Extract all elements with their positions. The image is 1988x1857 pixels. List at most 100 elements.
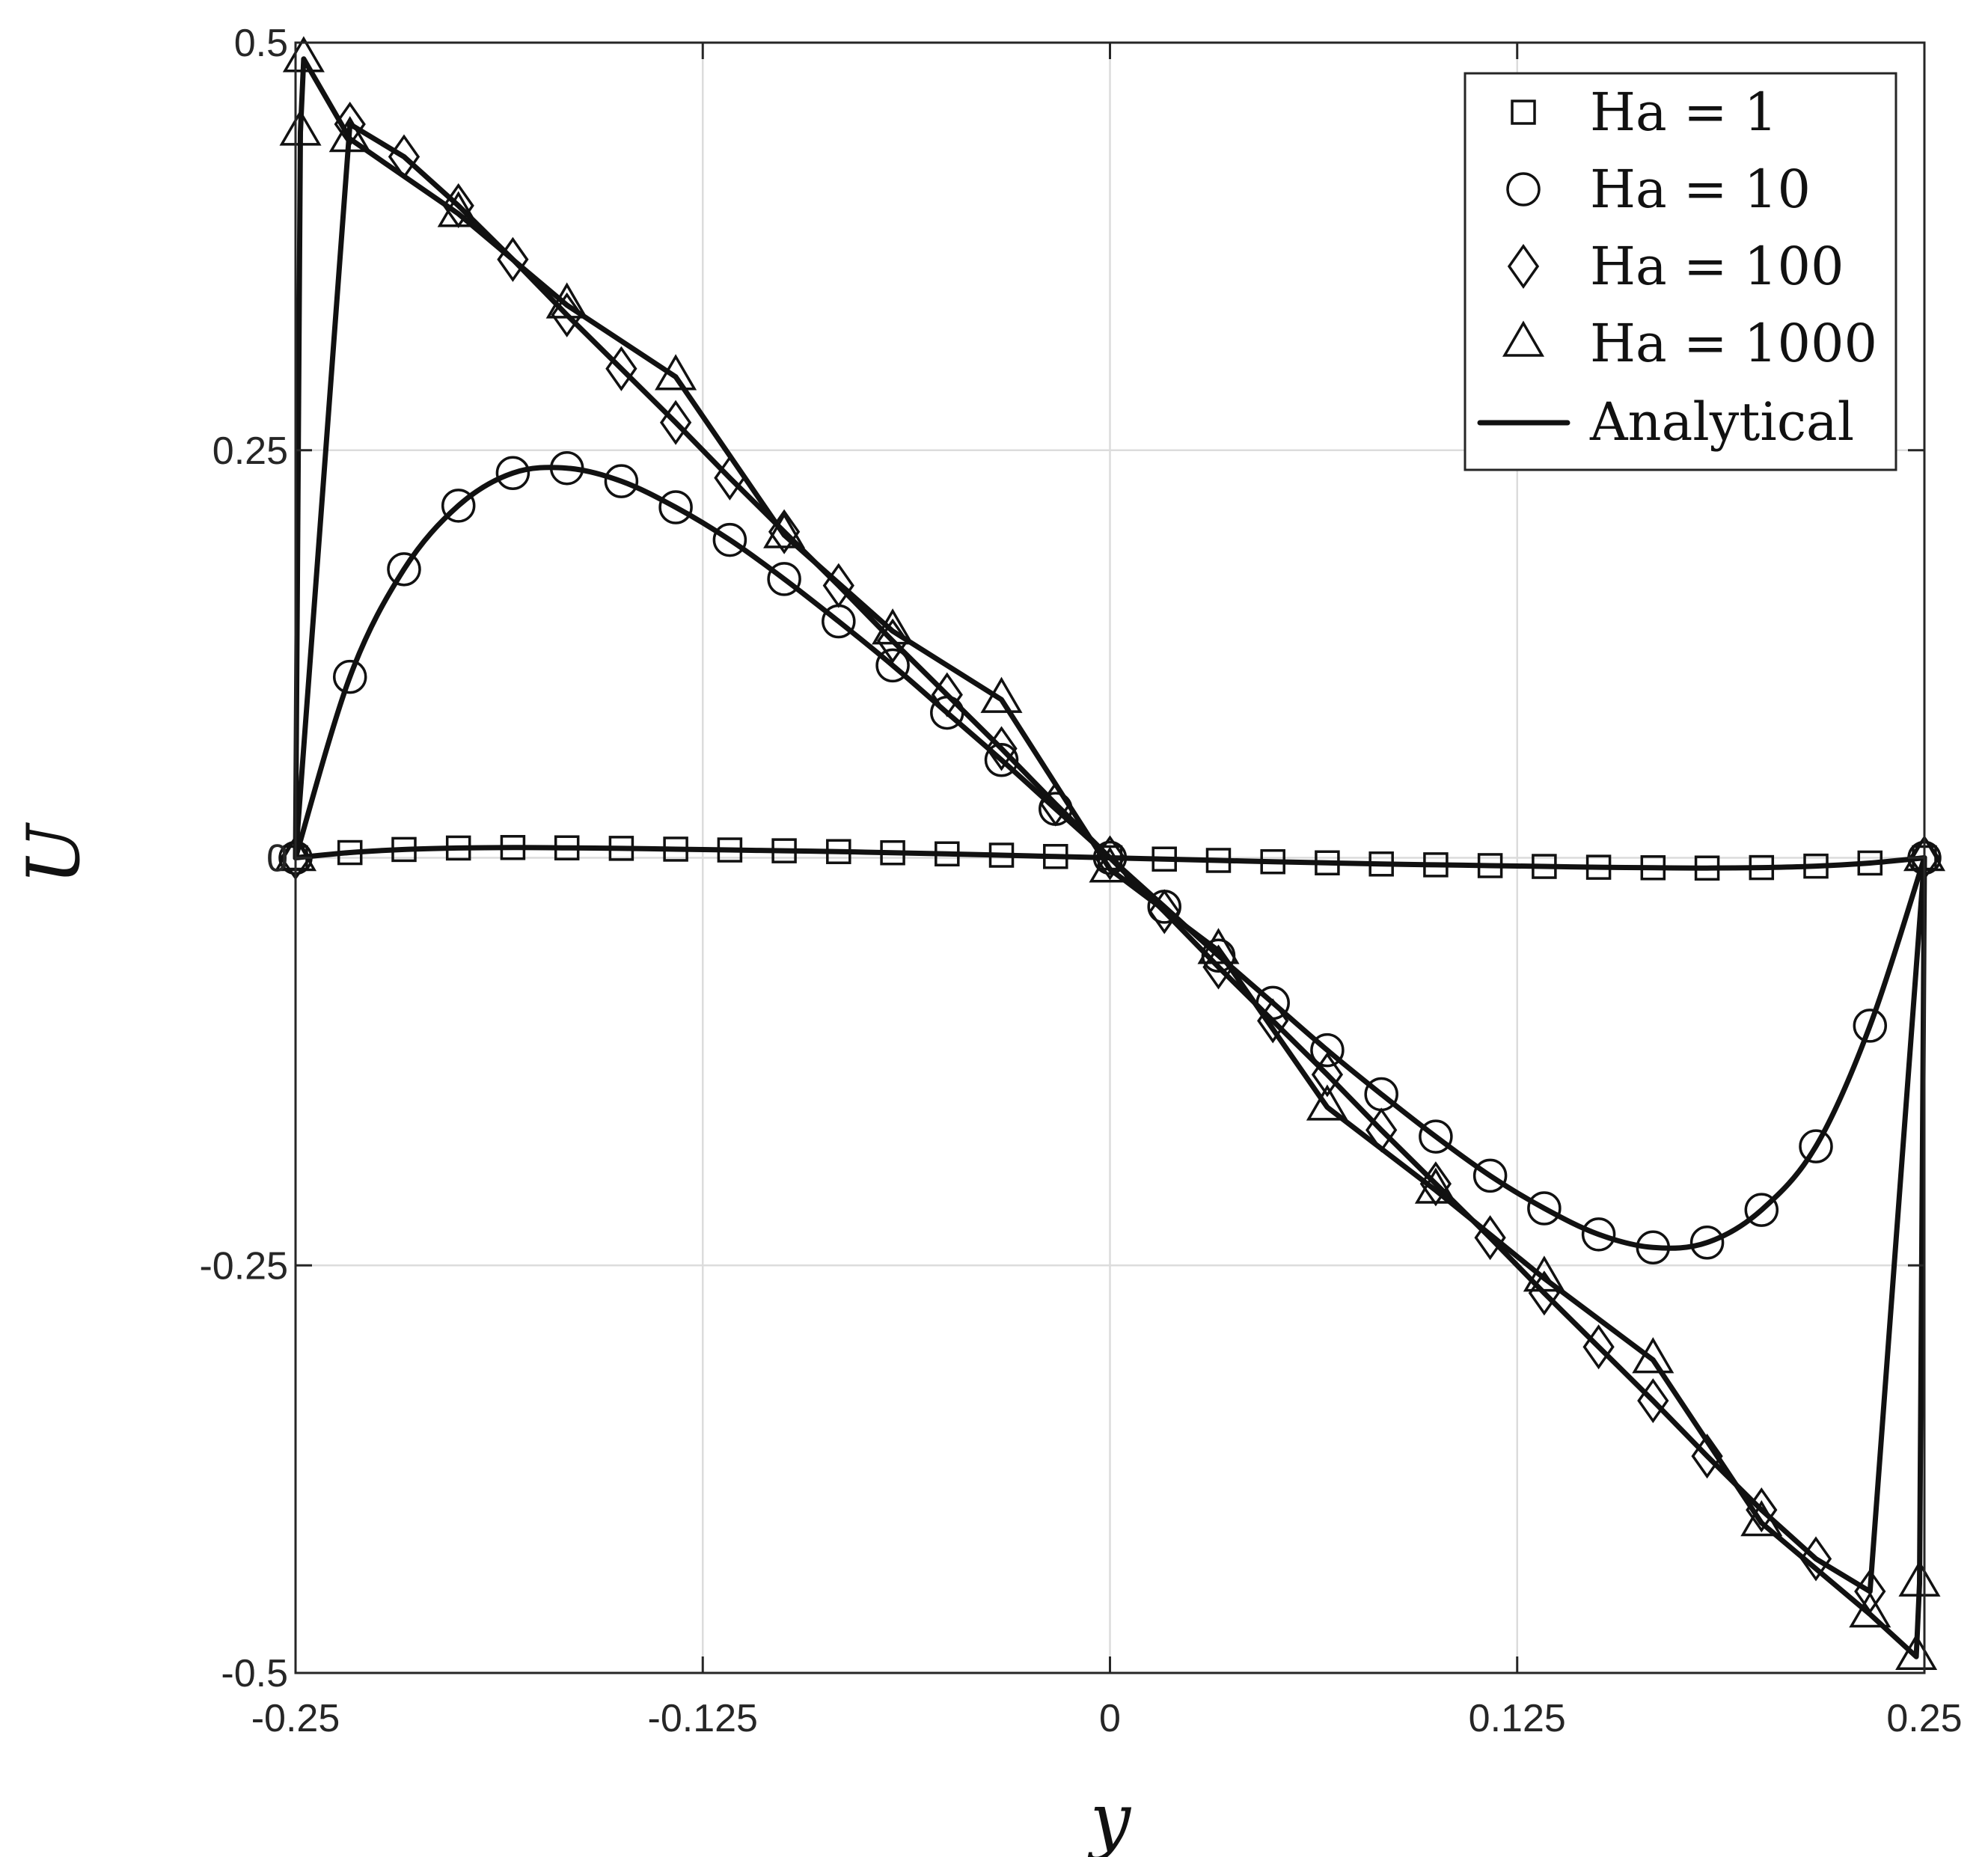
legend-label: Ha = 1000: [1590, 313, 1877, 374]
marker-diamond: [1419, 1161, 1452, 1207]
marker-diamond: [388, 134, 420, 180]
marker-circle: [875, 648, 910, 683]
legend-marker-square: [1511, 100, 1536, 125]
marker-triangle: [872, 608, 914, 645]
marker-triangle: [1632, 1337, 1674, 1374]
legend-marker-triangle: [1502, 320, 1545, 357]
marker-circle: [930, 695, 964, 730]
marker-diamond: [1311, 1052, 1344, 1098]
marker-circle: [984, 743, 1019, 777]
marker-triangle: [437, 191, 480, 227]
marker-square: [500, 835, 526, 860]
marker-circle: [712, 522, 747, 557]
marker-diamond: [1854, 1569, 1886, 1615]
legend: Ha = 1 Ha = 10 Ha = 100 Ha = 1000 Analytica…: [1464, 72, 1897, 471]
marker-diamond: [1799, 1536, 1832, 1582]
marker-circle: [1310, 1032, 1345, 1068]
marker-triangle: [1740, 1500, 1783, 1537]
marker-circle: [658, 490, 693, 524]
marker-circle: [767, 562, 801, 596]
marker-square: [1749, 854, 1775, 881]
marker-diamond: [1746, 1487, 1778, 1533]
marker-circle: [1853, 1009, 1888, 1043]
marker-triangle: [763, 512, 806, 548]
marker-circle: [1689, 1225, 1725, 1260]
y-tick-label: 0: [266, 837, 288, 881]
marker-diamond: [714, 455, 746, 501]
marker-diamond: [1474, 1215, 1506, 1261]
marker-circle: [1256, 985, 1290, 1021]
marker-square: [1477, 853, 1503, 878]
marker-square: [608, 836, 634, 861]
marker-diamond: [659, 400, 692, 445]
x-tick-label: -0.125: [648, 1697, 758, 1740]
marker-square: [1260, 848, 1285, 875]
marker-diamond: [1094, 835, 1126, 881]
marker-square: [988, 842, 1015, 868]
marker-triangle: [282, 36, 325, 73]
marker-circle: [495, 456, 530, 491]
marker-square: [1857, 850, 1883, 876]
marker-triangle: [1523, 1255, 1565, 1292]
marker-square: [1205, 848, 1232, 873]
marker-circle: [1419, 1119, 1453, 1154]
y-tick-label: 0.5: [234, 22, 288, 65]
marker-diamond: [497, 236, 529, 282]
marker-circle: [332, 659, 367, 694]
analytical-curve-3: [293, 121, 1927, 1594]
marker-square: [1151, 846, 1177, 872]
marker-diamond: [334, 101, 366, 147]
legend-marker-diamond: [1507, 243, 1540, 290]
marker-square: [1803, 853, 1829, 879]
marker-square: [1423, 852, 1449, 878]
marker-square: [337, 839, 363, 866]
marker-triangle: [980, 676, 1023, 713]
x-tick-label: -0.25: [251, 1697, 340, 1740]
marker-triangle: [1089, 846, 1131, 883]
marker-square: [1315, 850, 1340, 876]
marker-diamond: [1257, 998, 1289, 1044]
legend-box: [1464, 72, 1897, 471]
marker-diamond: [1039, 781, 1071, 827]
x-axis-title: y: [1087, 1778, 1132, 1857]
x-tick-label: 0.25: [1886, 1697, 1962, 1740]
legend-marker-circle: [1506, 172, 1541, 206]
marker-square: [771, 838, 797, 863]
marker-diamond: [985, 726, 1018, 771]
marker-square: [880, 839, 905, 866]
marker-diamond: [822, 563, 854, 608]
marker-circle: [387, 552, 421, 587]
marker-triangle: [1849, 1591, 1891, 1628]
marker-diamond: [1637, 1378, 1669, 1424]
marker-diamond: [768, 509, 801, 554]
marker-diamond: [931, 672, 963, 718]
marker-circle: [1799, 1129, 1833, 1163]
marker-circle: [549, 450, 584, 486]
marker-square: [554, 835, 580, 860]
marker-circle: [1744, 1193, 1779, 1227]
marker-diamond: [1149, 889, 1181, 934]
marker-square: [1694, 855, 1720, 881]
marker-diamond: [876, 618, 909, 664]
marker-circle: [1581, 1217, 1616, 1252]
x-tick-label: 0.125: [1469, 1697, 1566, 1740]
marker-triangle: [279, 109, 322, 146]
marker-circle: [604, 464, 639, 498]
marker-square: [826, 839, 851, 864]
marker-square: [1368, 851, 1394, 877]
marker-diamond: [605, 346, 637, 391]
marker-square: [717, 837, 743, 863]
marker-triangle: [328, 116, 371, 153]
marker-triangle: [545, 282, 588, 319]
marker-square: [935, 841, 960, 867]
marker-triangle: [1898, 1560, 1941, 1597]
marker-circle: [1527, 1191, 1562, 1226]
marker-square: [391, 836, 417, 863]
marker-diamond: [1582, 1324, 1615, 1370]
marker-square: [1640, 855, 1666, 881]
y-tick-label: -0.25: [199, 1244, 288, 1288]
marker-square: [1585, 854, 1612, 880]
legend-analytical-label: Analytical: [1589, 391, 1854, 453]
